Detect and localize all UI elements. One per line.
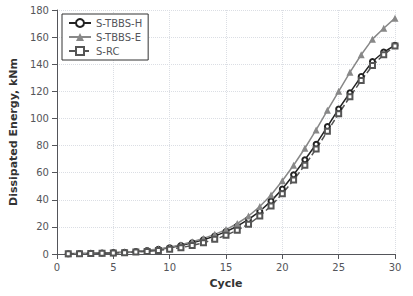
svg-text:100: 100 — [30, 113, 49, 124]
svg-text:15: 15 — [220, 262, 233, 273]
svg-text:S-TBBS-H: S-TBBS-H — [96, 18, 142, 29]
svg-text:120: 120 — [30, 86, 49, 97]
svg-text:10: 10 — [163, 262, 176, 273]
svg-text:20: 20 — [36, 221, 49, 232]
svg-text:40: 40 — [36, 194, 49, 205]
svg-text:0: 0 — [54, 262, 60, 273]
svg-text:60: 60 — [36, 167, 49, 178]
svg-text:180: 180 — [30, 5, 49, 16]
svg-text:S-TBBS-E: S-TBBS-E — [96, 32, 141, 43]
svg-text:S-RC: S-RC — [96, 46, 119, 57]
svg-text:Dissipated Energy, kNm: Dissipated Energy, kNm — [7, 58, 20, 206]
svg-text:160: 160 — [30, 32, 49, 43]
svg-text:Cycle: Cycle — [209, 277, 242, 290]
svg-text:20: 20 — [276, 262, 289, 273]
svg-text:80: 80 — [36, 140, 49, 151]
svg-text:140: 140 — [30, 59, 49, 70]
svg-text:25: 25 — [332, 262, 345, 273]
svg-text:30: 30 — [389, 262, 402, 273]
svg-text:0: 0 — [43, 249, 49, 260]
svg-text:5: 5 — [110, 262, 116, 273]
